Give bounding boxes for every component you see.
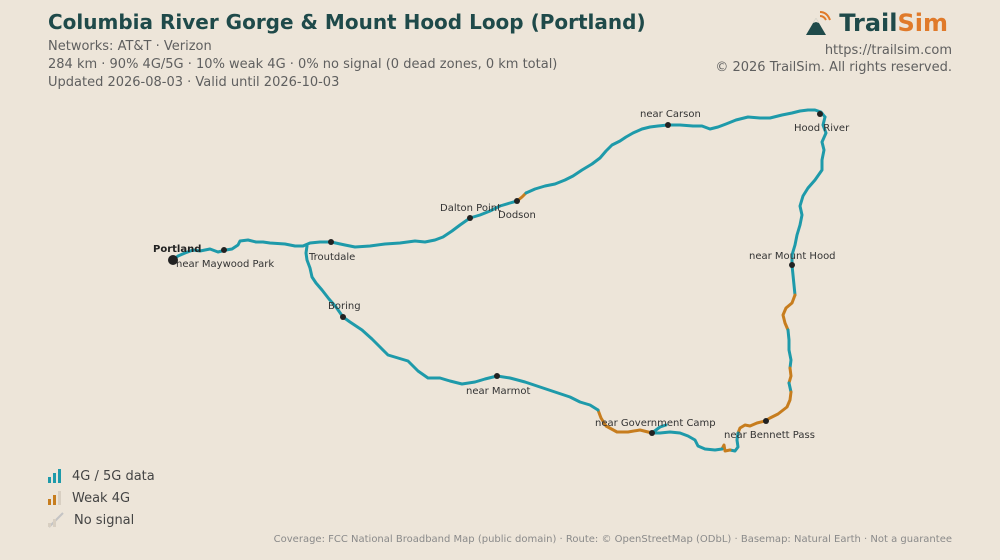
waypoint-marker[interactable] [221, 247, 227, 253]
route-segment-weak [736, 390, 793, 435]
place-label-government-camp: near Government Camp [595, 418, 716, 429]
legend: 4G / 5G data Weak 4G No signal [48, 465, 155, 531]
route-segment-good [787, 381, 793, 394]
signal-bars-weak-icon [48, 491, 61, 505]
route-segment-good [524, 123, 670, 195]
brand-name: TrailSim [839, 9, 948, 37]
mountain-signal-logo-icon [806, 11, 832, 35]
waypoint-marker[interactable] [514, 198, 520, 204]
route-stats: 284 km · 90% 4G/5G · 10% weak 4G · 0% no… [48, 57, 558, 72]
route-segment-weak [781, 293, 797, 332]
legend-label-weak: Weak 4G [72, 490, 131, 506]
route-segment-good [786, 328, 793, 370]
place-label-marmot: near Marmot [466, 386, 530, 397]
waypoint-marker[interactable] [340, 314, 346, 320]
route-segment-weak [787, 366, 793, 385]
route-segment-good [650, 423, 668, 435]
legend-item-weak: Weak 4G [48, 487, 155, 509]
no-signal-icon [48, 512, 64, 528]
place-label-maywood: near Maywood Park [176, 259, 274, 270]
copyright-text: © 2026 TrailSim. All rights reserved. [715, 60, 952, 75]
legend-item-good: 4G / 5G data [48, 465, 155, 487]
place-label-dodson: Dodson [498, 210, 536, 221]
networks-text: Networks: AT&T · Verizon [48, 39, 212, 54]
place-label-hood-river: Hood River [794, 123, 850, 134]
route-segment-good [728, 431, 740, 453]
route-segment-good [666, 108, 827, 131]
place-label-boring: Boring [328, 301, 361, 312]
route-segment-good [790, 115, 828, 297]
waypoint-marker[interactable] [665, 122, 671, 128]
route-segment-good [329, 199, 519, 249]
route-segment-weak [596, 408, 654, 435]
brand-url[interactable]: https://trailsim.com [824, 43, 952, 58]
updated-text: Updated 2026-08-03 · Valid until 2026-10… [48, 75, 340, 90]
legend-label-none: No signal [74, 512, 135, 528]
legend-item-none: No signal [48, 509, 155, 531]
place-label-bennett-pass: near Bennett Pass [724, 430, 815, 441]
route-segment-good [304, 244, 345, 319]
legend-label-good: 4G / 5G data [72, 468, 155, 484]
attribution-footer: Coverage: FCC National Broadband Map (pu… [273, 534, 952, 545]
waypoint-marker[interactable] [467, 215, 473, 221]
place-label-dalton: Dalton Point [440, 203, 501, 214]
route-segment-good [341, 315, 600, 412]
waypoint-marker[interactable] [763, 418, 769, 424]
waypoint-marker[interactable] [649, 430, 655, 436]
waypoint-marker[interactable] [494, 373, 500, 379]
waypoint-marker[interactable] [328, 239, 334, 245]
route-segment-weak [720, 443, 732, 453]
place-label-mount-hood: near Mount Hood [749, 251, 836, 262]
start-marker[interactable] [168, 255, 178, 265]
place-label-carson: near Carson [640, 109, 701, 120]
waypoint-marker[interactable] [817, 111, 823, 117]
brand-logo[interactable]: TrailSim [803, 9, 948, 37]
page-title: Columbia River Gorge & Mount Hood Loop (… [48, 10, 646, 34]
route-segment-good [650, 430, 724, 452]
place-label-troutdale: Troutdale [308, 252, 355, 263]
waypoint-marker[interactable] [789, 262, 795, 268]
place-label-portland: Portland [153, 244, 201, 255]
route-segment-good [171, 238, 333, 262]
signal-bars-good-icon [48, 469, 61, 483]
